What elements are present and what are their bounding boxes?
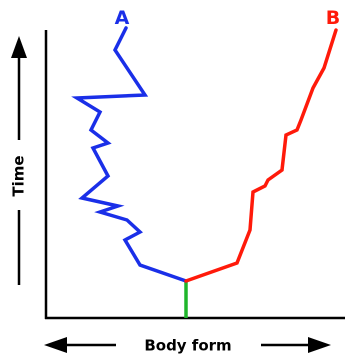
body-form-arrow <box>44 337 331 353</box>
x-axis-label: Body form <box>144 337 231 355</box>
lineage-b-label: B <box>326 7 340 29</box>
time-arrow <box>11 36 27 285</box>
lineage-a-label: A <box>115 7 130 29</box>
y-axis-label: Time <box>10 155 28 196</box>
lineage-b-line <box>184 28 338 283</box>
lineage-a-line <box>71 26 188 283</box>
